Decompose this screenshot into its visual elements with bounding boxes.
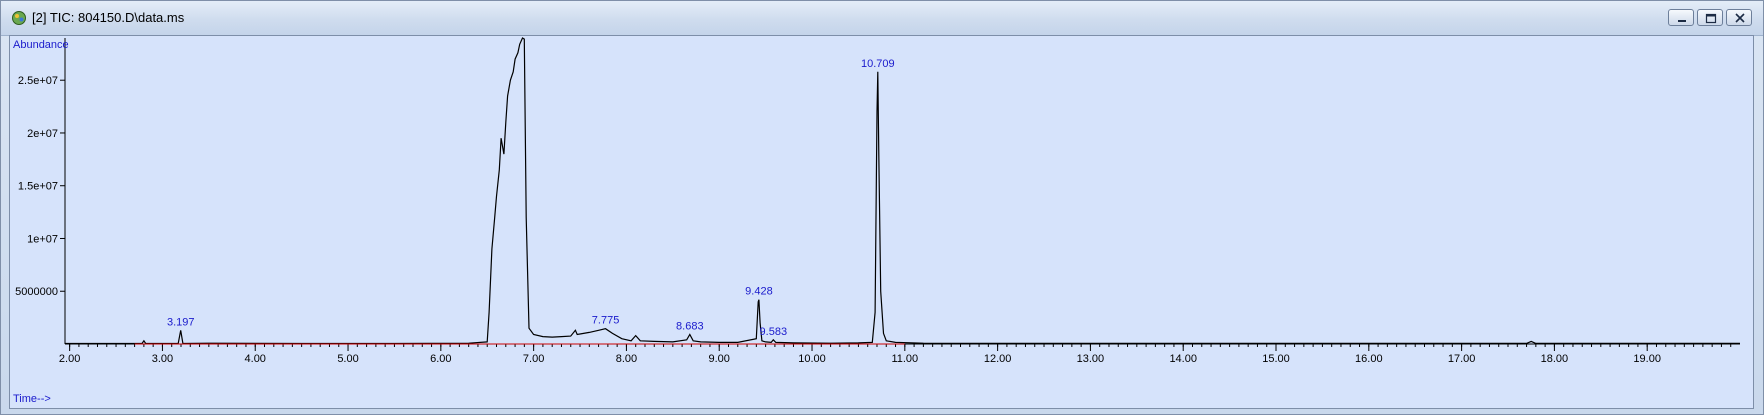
peak-label: 7.775 <box>592 315 620 327</box>
x-tick-label: 5.00 <box>337 353 358 365</box>
tic-chart[interactable]: 5000000 1e+07 1.5e+07 2e+07 2.5e+07 2.00 3.00 4… <box>10 36 1753 408</box>
maximize-button[interactable] <box>1697 9 1723 26</box>
window-title: [2] TIC: 804150.D\data.ms <box>32 10 185 25</box>
minimize-icon <box>1678 20 1686 22</box>
tic-trace <box>65 37 1740 345</box>
chromatogram-app-icon[interactable] <box>11 10 27 26</box>
x-tick-label: 11.00 <box>891 353 918 365</box>
peak-label: 3.197 <box>167 316 195 328</box>
x-axis-label: Time--> <box>13 393 51 405</box>
x-tick-label: 19.00 <box>1633 353 1661 365</box>
peak-label: 9.583 <box>760 326 788 338</box>
x-tick-label: 14.00 <box>1169 353 1197 365</box>
x-tick-label: 3.00 <box>152 353 173 365</box>
x-tick-label: 2.00 <box>59 353 80 365</box>
chart-axes: 5000000 1e+07 1.5e+07 2e+07 2.5e+07 2.00 3.00 4… <box>15 38 1740 365</box>
x-tick-label: 10.00 <box>798 353 826 365</box>
y-tick-label: 2.5e+07 <box>18 75 58 87</box>
y-tick-label: 2e+07 <box>27 128 58 140</box>
y-tick-label: 1.5e+07 <box>18 181 58 193</box>
y-axis-label: Abundance <box>13 39 69 51</box>
x-tick-label: 12.00 <box>984 353 1012 365</box>
peak-label: 9.428 <box>745 286 773 298</box>
y-tick-label: 5000000 <box>15 286 58 298</box>
x-tick-label: 6.00 <box>430 353 451 365</box>
peak-label: 10.709 <box>861 58 895 70</box>
y-tick-label: 1e+07 <box>27 233 58 245</box>
x-tick-label: 8.00 <box>616 353 637 365</box>
x-tick-label: 16.00 <box>1355 353 1383 365</box>
minimize-button[interactable] <box>1668 9 1694 26</box>
x-tick-label: 17.00 <box>1448 353 1476 365</box>
x-tick-label: 13.00 <box>1077 353 1105 365</box>
x-tick-label: 7.00 <box>523 353 544 365</box>
chart-series <box>65 37 1740 345</box>
x-tick-label: 18.00 <box>1541 353 1569 365</box>
close-icon <box>1735 13 1745 23</box>
x-tick-label: 15.00 <box>1262 353 1290 365</box>
chromatogram-plot-area[interactable]: 5000000 1e+07 1.5e+07 2e+07 2.5e+07 2.00 3.00 4… <box>9 35 1754 409</box>
x-tick-label: 4.00 <box>245 353 266 365</box>
title-bar[interactable]: [2] TIC: 804150.D\data.ms <box>1 1 1763 36</box>
peak-label: 8.683 <box>676 321 704 333</box>
maximize-icon <box>1705 13 1717 24</box>
close-button[interactable] <box>1726 9 1752 26</box>
x-tick-label: 9.00 <box>709 353 730 365</box>
